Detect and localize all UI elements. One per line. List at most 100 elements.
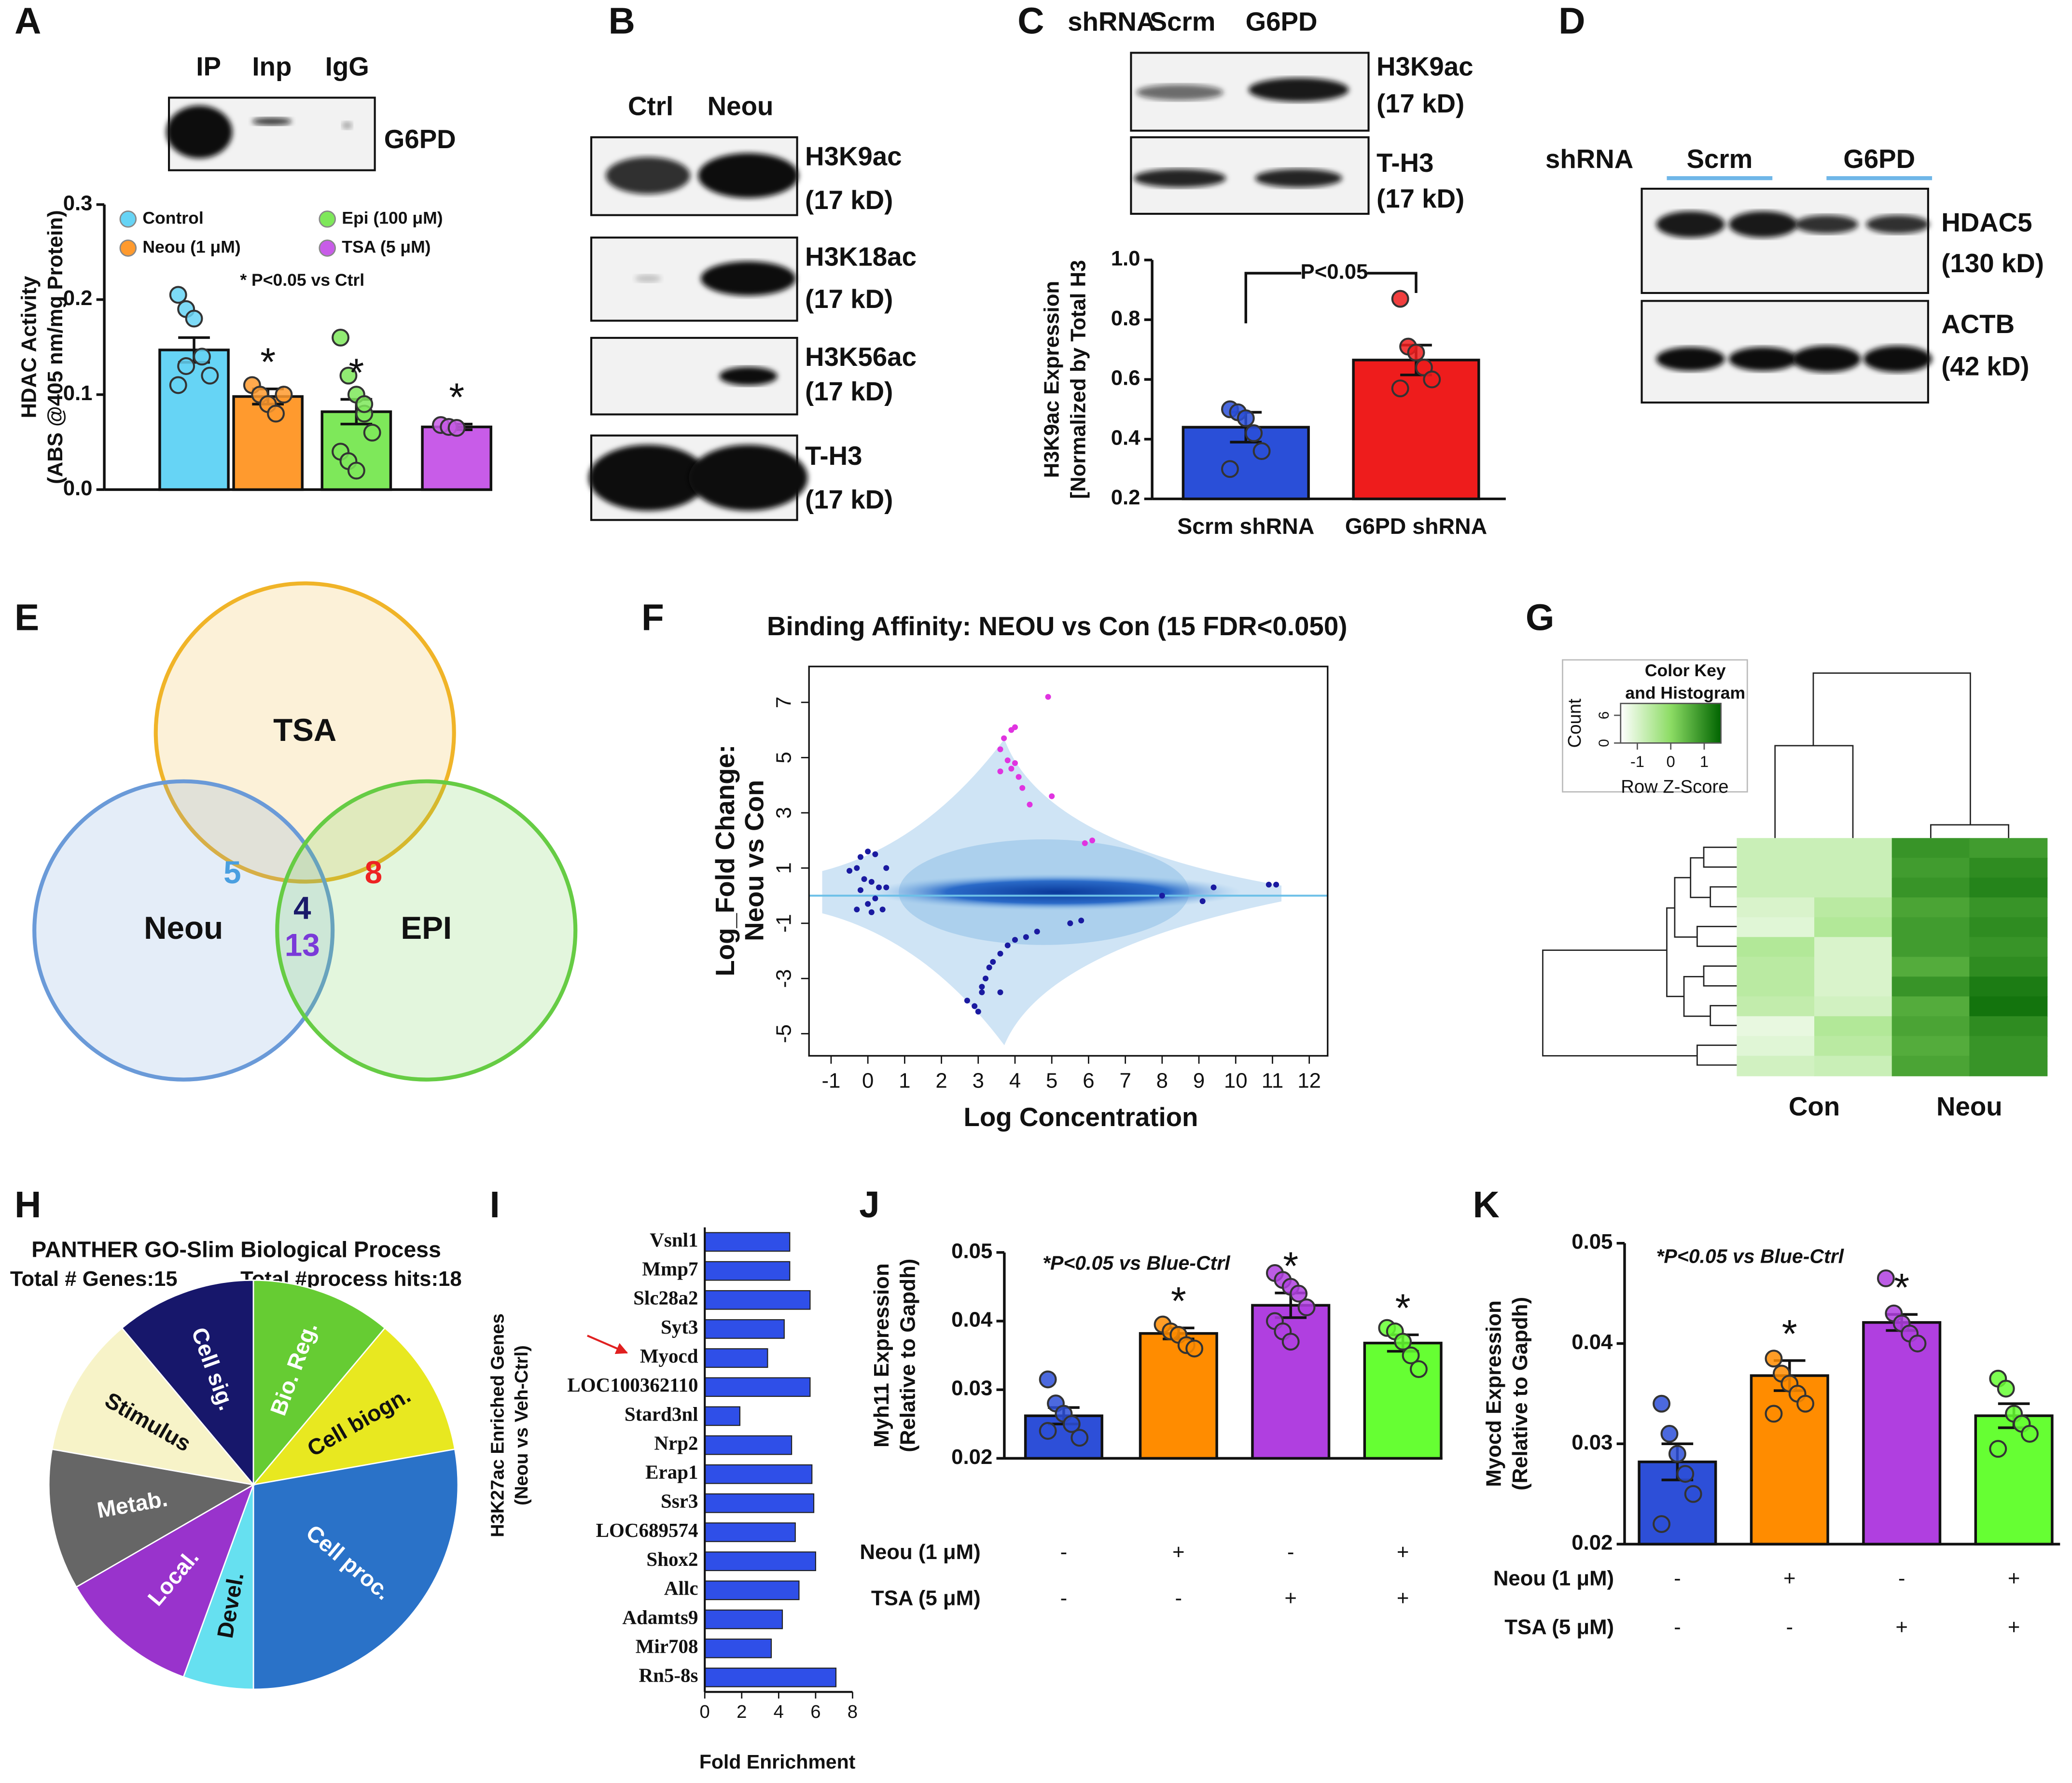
venn-set-label: Neou <box>144 910 223 946</box>
bar <box>704 1348 768 1368</box>
blot-label: G6PD <box>384 124 456 154</box>
pie-slice <box>252 1279 386 1487</box>
y-tick-label: Slc28a2 <box>633 1287 698 1309</box>
data-point <box>1281 1333 1300 1351</box>
significance-bracket <box>1244 272 1418 323</box>
x-tick-label: 9 <box>1193 1069 1205 1093</box>
treatment-sign: - <box>1898 1566 1905 1590</box>
panel-letter: F <box>641 597 664 638</box>
data-point <box>1071 1429 1089 1447</box>
treatment-label: TSA (5 μM) <box>1504 1616 1614 1639</box>
bar <box>158 348 230 491</box>
panel-letter: E <box>14 597 39 638</box>
data-point <box>1012 760 1018 766</box>
data-point <box>1078 918 1085 924</box>
y-tick-label: Vsnl1 <box>650 1228 698 1251</box>
treatment-label: TSA (5 μM) <box>871 1586 981 1610</box>
annotation: *P<0.05 vs Blue-Ctrl <box>1043 1252 1231 1274</box>
y-axis-label: (Relative to Gapdh) <box>1508 1297 1532 1490</box>
count-tick-label: 0 <box>1596 739 1612 747</box>
bar <box>704 1406 741 1426</box>
blot-label: (42 kD) <box>1941 351 2029 381</box>
y-tick-label: Mir708 <box>636 1635 698 1658</box>
data-point <box>983 975 989 982</box>
treatment-sign: - <box>1786 1616 1793 1639</box>
band <box>689 445 808 511</box>
data-point <box>986 964 992 971</box>
y-axis-label: (Neou vs Veh-Ctrl) <box>511 1345 532 1505</box>
key-tick-label: -1 <box>1630 752 1644 770</box>
heatmap-cell <box>1891 937 1970 958</box>
y-tick-label: 7 <box>772 696 796 708</box>
data-point <box>1012 724 1018 730</box>
blot-header: shRNA <box>1068 7 1155 37</box>
heatmap-cell <box>1737 976 1815 997</box>
pie-slice <box>51 1327 255 1486</box>
y-tick-label: Rn5-8s <box>639 1664 698 1686</box>
treatment-sign: + <box>1284 1586 1297 1610</box>
treatment-sign: + <box>1397 1540 1409 1564</box>
data-point <box>1245 424 1263 442</box>
data-point <box>1997 1379 2015 1398</box>
blot-label: (17 kD) <box>805 376 893 406</box>
heatmap-cell <box>1814 976 1893 997</box>
heatmap-cell <box>1969 1016 2048 1037</box>
bar <box>704 1377 811 1397</box>
data-point <box>355 395 374 413</box>
data-point <box>1409 1360 1428 1378</box>
band <box>1136 84 1224 100</box>
data-point <box>997 746 1003 752</box>
data-point <box>1237 409 1255 427</box>
heatmap-cell <box>1891 838 1970 859</box>
data-point <box>1210 884 1217 891</box>
row-dendrogram <box>1542 847 1737 1066</box>
blot-label: (17 kD) <box>1377 183 1464 213</box>
lane-label: IP <box>196 52 221 82</box>
data-point <box>1019 785 1026 791</box>
blot-label: H3K56ac <box>805 342 917 372</box>
data-point <box>847 868 853 874</box>
venn-set <box>32 779 335 1082</box>
y-tick-label: Mmp7 <box>642 1258 698 1280</box>
data-point <box>363 423 381 442</box>
heatmap-cell <box>1969 838 2048 859</box>
y-tick-label: 0.05 <box>1571 1230 1613 1254</box>
treatment-sign: - <box>1060 1586 1068 1610</box>
heatmap-cell <box>1891 878 1970 898</box>
data-point <box>861 876 867 882</box>
panel-letter: G <box>1526 597 1555 638</box>
data-point <box>1796 1394 1815 1413</box>
blot-label: (130 kD) <box>1941 248 2044 278</box>
venn-count: 4 <box>293 891 311 926</box>
y-axis-label: H3K27ac Enriched Genes <box>487 1313 508 1537</box>
data-point <box>1407 343 1425 362</box>
heatmap-cell <box>1814 996 1893 1017</box>
y-tick-label: -3 <box>772 969 796 988</box>
legend-label: Neou (1 μM) <box>142 237 240 256</box>
bar <box>1974 1414 2054 1546</box>
y-axis-label: (ABS @405 nm/mg Protein) <box>43 210 67 484</box>
data-point <box>1297 1298 1316 1317</box>
data-point <box>1684 1485 1702 1503</box>
panel-letter: B <box>609 0 635 42</box>
treatment-sign: - <box>1287 1540 1294 1564</box>
x-tick-label: 10 <box>1224 1069 1248 1093</box>
x-tick-label: 12 <box>1297 1069 1321 1093</box>
x-tick-label: 11 <box>1262 1069 1283 1093</box>
x-tick-label: 2 <box>935 1069 947 1093</box>
legend-marker <box>119 210 137 228</box>
heatmap-cell <box>1814 1036 1893 1057</box>
annotation: P<0.05 <box>1301 260 1368 284</box>
x-tick-label: 6 <box>1083 1069 1094 1093</box>
y-axis-label: (Relative to Gapdh) <box>896 1259 920 1452</box>
heatmap-cell <box>1891 996 1970 1017</box>
pie-slice <box>75 1483 255 1678</box>
heatmap-cell <box>1737 897 1815 918</box>
heatmap-cell <box>1969 897 2048 918</box>
data-point <box>979 984 985 990</box>
data-point <box>879 906 886 913</box>
treatment-sign: + <box>1895 1616 1908 1639</box>
venn-set <box>153 581 456 884</box>
pie-slice <box>48 1448 256 1588</box>
heatmap-cell <box>1814 858 1893 878</box>
